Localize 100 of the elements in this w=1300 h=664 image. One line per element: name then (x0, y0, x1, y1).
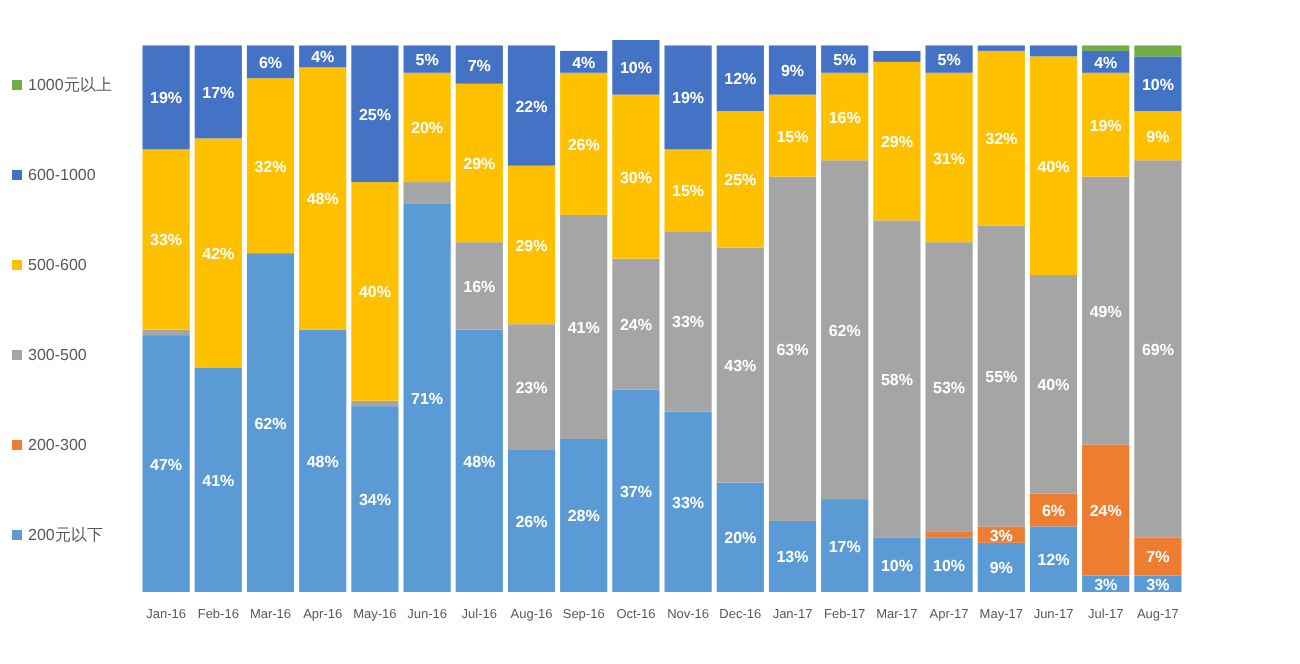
bar (612, 389, 660, 592)
data-label: 47% (150, 455, 183, 474)
data-label: 16% (828, 108, 861, 127)
data-label: 55% (985, 368, 1018, 387)
bar (351, 45, 399, 183)
bar (1134, 537, 1182, 576)
bar (873, 220, 921, 538)
data-label: 3% (989, 526, 1013, 545)
data-label: 4% (311, 48, 335, 67)
bar (1134, 45, 1182, 57)
bar (1082, 444, 1130, 576)
bar (455, 242, 503, 330)
bar (560, 214, 608, 439)
data-label: 29% (463, 154, 496, 173)
data-label: 13% (776, 548, 809, 567)
data-label: 22% (515, 97, 548, 116)
data-label: 37% (619, 482, 652, 501)
bar (873, 537, 921, 592)
bar (507, 165, 556, 325)
data-label: 25% (724, 171, 757, 190)
bar (977, 225, 1025, 527)
legend-label: 600-1000 (28, 166, 97, 184)
bar (612, 94, 660, 259)
legend-label: 200-300 (28, 436, 88, 454)
data-label: 40% (358, 283, 391, 302)
bar (299, 67, 347, 330)
bar (925, 537, 973, 592)
bar (246, 78, 295, 254)
data-label: 69% (1141, 340, 1174, 359)
bar (142, 149, 190, 330)
legend-label: 1000元以上 (28, 76, 112, 94)
bar (612, 258, 660, 390)
legend-label: 500-600 (28, 256, 88, 274)
data-label: 26% (567, 135, 600, 154)
bar (821, 160, 869, 500)
data-label: 41% (202, 471, 235, 490)
bar (351, 406, 399, 592)
bar (403, 182, 451, 204)
data-label: 33% (150, 231, 183, 250)
data-label: 17% (828, 537, 861, 556)
data-label: 48% (306, 190, 339, 209)
data-label: 6% (1041, 502, 1066, 521)
data-label: 41% (567, 318, 600, 337)
bar (925, 242, 973, 532)
bar (716, 247, 764, 483)
bar (351, 400, 399, 407)
data-label: 33% (672, 493, 705, 512)
data-label: 24% (619, 316, 652, 335)
data-label: 31% (933, 149, 966, 168)
bar (507, 324, 556, 450)
bar (1029, 56, 1078, 276)
bar (664, 231, 712, 412)
data-label: 19% (1089, 116, 1122, 135)
bar (716, 111, 764, 248)
bar (560, 72, 608, 215)
bar (507, 449, 556, 592)
bar (612, 40, 660, 95)
bar (873, 61, 921, 221)
data-label: 5% (833, 51, 857, 70)
data-label: 5% (415, 51, 439, 70)
data-label: 29% (515, 236, 548, 255)
data-label: 7% (467, 56, 491, 75)
bar (455, 45, 503, 84)
data-label: 10% (1141, 75, 1174, 94)
bar (1134, 160, 1182, 538)
data-label: 19% (150, 89, 183, 108)
data-label: 9% (1146, 127, 1170, 146)
bar (768, 45, 817, 95)
bar (1082, 72, 1130, 177)
bar (925, 531, 973, 538)
data-label: 7% (1146, 548, 1170, 567)
data-label: 20% (724, 529, 757, 548)
bar (1029, 526, 1078, 592)
bar (246, 253, 295, 592)
bar (299, 329, 347, 592)
data-label: 53% (933, 379, 966, 398)
bar (977, 45, 1025, 51)
bar (194, 367, 242, 592)
bar (821, 72, 869, 161)
data-label: 32% (985, 130, 1018, 149)
data-label: 48% (306, 452, 339, 471)
data-label: 40% (1037, 157, 1070, 176)
bar (507, 45, 556, 166)
bar (716, 482, 764, 592)
bar (403, 203, 451, 592)
data-label: 34% (358, 491, 391, 510)
bar (1082, 176, 1130, 445)
bar (977, 50, 1025, 226)
bar (664, 45, 712, 150)
data-label: 24% (1089, 502, 1122, 521)
bar (560, 438, 608, 592)
bar (768, 176, 817, 521)
bar (768, 94, 817, 177)
bar (1029, 45, 1078, 57)
bar (194, 138, 242, 368)
bar (873, 50, 921, 62)
data-label: 28% (567, 507, 600, 526)
bar (1029, 275, 1078, 494)
data-label: 4% (1094, 53, 1118, 72)
data-label: 42% (202, 245, 235, 264)
